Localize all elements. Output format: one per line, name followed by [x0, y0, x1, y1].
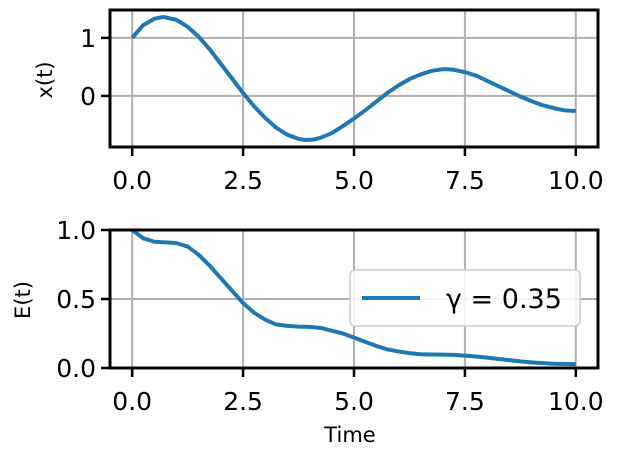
energy-panel: 0.0 2.5 5.0 7.5 10.0 1.0 0.5 0.0 E(t) Time γ = 0.3… [11, 216, 604, 447]
y-tick-label: 1.0 [56, 216, 96, 245]
x-panel: 0.0 2.5 5.0 7.5 10.0 1 0 x(t) [33, 8, 604, 195]
x-tick-label: 5.0 [334, 166, 374, 195]
x-tick-label: 2.5 [223, 166, 263, 195]
x-tick-label: 0.0 [112, 166, 152, 195]
legend-label: γ = 0.35 [446, 284, 562, 315]
x-tick-label: 5.0 [334, 387, 374, 416]
legend: γ = 0.35 [349, 269, 581, 327]
y-axis-label: x(t) [33, 61, 57, 98]
x-axis-label: Time [323, 423, 375, 447]
y-tick-label: 0.5 [56, 285, 96, 314]
x-tick-label: 7.5 [445, 387, 485, 416]
legend-box [349, 269, 581, 327]
x-tick-label: 2.5 [223, 387, 263, 416]
series-line [130, 228, 576, 367]
y-tick-label: 1 [80, 24, 96, 53]
y-tick-label: 0.0 [56, 354, 96, 383]
y-tick-label: 0 [80, 82, 96, 111]
x-tick-label: 0.0 [112, 387, 152, 416]
x-tick-label: 10.0 [548, 166, 604, 195]
x-tick-label: 7.5 [445, 166, 485, 195]
series-line [130, 14, 576, 143]
x-tick-label: 10.0 [548, 387, 604, 416]
y-axis-label: E(t) [11, 281, 35, 319]
